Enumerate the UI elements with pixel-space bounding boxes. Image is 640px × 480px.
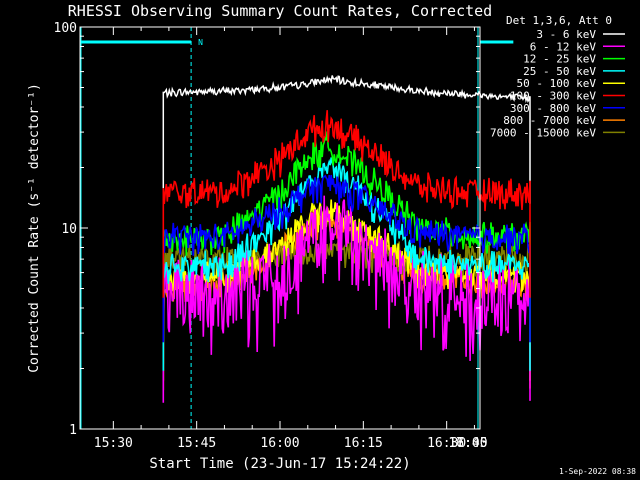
x-tick-label: 16:30 <box>427 436 466 451</box>
y-tick-label: 1 <box>69 423 77 438</box>
legend-label: 3 - 6 keV <box>536 28 596 41</box>
legend-label: 100 - 300 keV <box>510 90 596 103</box>
legend-label: 300 - 800 keV <box>510 102 596 115</box>
series-line <box>162 174 531 343</box>
series-line <box>162 157 531 371</box>
x-tick-label: 15:45 <box>177 436 216 451</box>
x-tick-label: 17:00 <box>448 436 487 451</box>
y-axis-label: Corrected Count Rate (s⁻¹ detector⁻¹) <box>27 83 42 373</box>
legend-label: 50 - 100 keV <box>517 77 597 90</box>
series-line <box>162 75 531 204</box>
x-tick-label: 15:30 <box>94 436 133 451</box>
y-axis: 1 10 100 <box>54 21 480 438</box>
x-tick-label: 16:00 <box>260 436 299 451</box>
y-tick-label: 100 <box>54 21 77 36</box>
x-axis-label: Start Time (23-Jun-17 15:24:22) <box>149 456 410 472</box>
footer-timestamp: 1-Sep-2022 08:38 <box>559 467 636 476</box>
series-line <box>162 195 531 403</box>
x-tick-label: 16:15 <box>344 436 383 451</box>
legend-title: Det 1,3,6, Att 0 <box>506 14 612 27</box>
x-tick-label: 16:45 <box>448 436 487 451</box>
legend-label: 6 - 12 keV <box>530 40 597 53</box>
legend-label: 7000 - 15000 keV <box>490 126 596 139</box>
chart-title: RHESSI Observing Summary Count Rates, Co… <box>68 2 492 20</box>
series-line <box>162 110 531 298</box>
night-bar-label: N <box>198 38 203 47</box>
series-layer <box>162 75 531 403</box>
y-tick-label: 10 <box>61 222 77 237</box>
legend-label: 12 - 25 keV <box>523 53 596 66</box>
legend-label: 25 - 50 keV <box>523 65 596 78</box>
legend-label: 800 - 7000 keV <box>503 114 596 127</box>
